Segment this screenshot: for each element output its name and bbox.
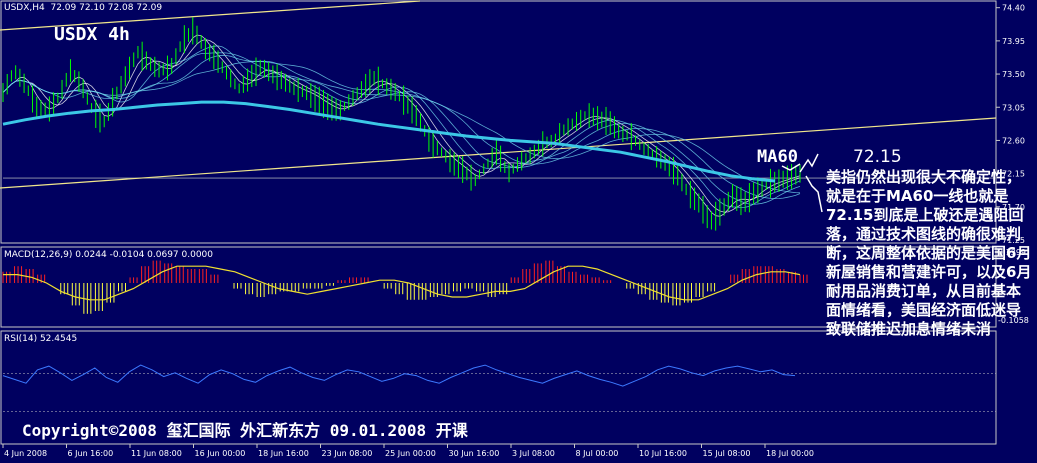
level-label: 72.15	[853, 147, 902, 167]
price-tick-label: 73.05	[1002, 103, 1025, 112]
x-tick-label: 25 Jun 00:00	[385, 449, 436, 458]
price-pane	[0, 0, 997, 244]
x-tick-label: 16 Jun 00:00	[195, 449, 246, 458]
copyright-text: Copyright©2008 玺汇国际 外汇新东方 09.01.2008 开课	[22, 421, 468, 440]
ma60-pointer	[781, 163, 801, 171]
price-tick-label: 74.40	[1002, 4, 1025, 13]
price-tick-label: 71.70	[1002, 203, 1025, 212]
ma-ribbon-line	[2, 39, 801, 213]
x-tick-label: 8 Jul 00:00	[576, 449, 619, 458]
ma60-label: MA60	[757, 147, 798, 167]
x-tick-label: 6 Jun 16:00	[68, 449, 114, 458]
macd-scale-top: 0.1399	[998, 248, 1026, 257]
x-tick-label: 10 Jul 16:00	[639, 449, 687, 458]
ma-ribbon-line	[2, 45, 801, 208]
x-tick-label: 11 Jun 08:00	[131, 449, 182, 458]
x-tick-label: 18 Jun 16:00	[258, 449, 309, 458]
ma-ribbon-line	[2, 61, 801, 194]
pullback-arrow	[805, 175, 823, 213]
x-tick-label: 4 Jun 2008	[4, 449, 47, 458]
x-tick-label: 23 Jun 08:00	[322, 449, 373, 458]
symbol-header: USDX,H4 72.09 72.10 72.08 72.09	[4, 3, 163, 13]
channel-lower-line	[0, 117, 997, 189]
rsi-line	[2, 364, 796, 387]
macd-signal-line	[3, 265, 801, 301]
macd-pane	[0, 246, 997, 328]
channel-upper-line	[0, 0, 421, 31]
macd-scale-bottom: -0.1058	[998, 316, 1029, 325]
macd-label: MACD(12,26,9) 0.0244 -0.0104 0.0697 0.00…	[4, 250, 214, 260]
rsi-pane	[0, 330, 997, 445]
x-tick-label: 18 Jul 00:00	[766, 449, 814, 458]
price-tick-label: 71.25	[1002, 236, 1025, 245]
chart-title: USDX 4h	[54, 24, 130, 45]
breakout-arrow	[799, 153, 819, 173]
rsi-label: RSI(14) 52.4545	[4, 334, 78, 344]
price-tick-label: 72.60	[1002, 136, 1025, 145]
x-tick-label: 30 Jun 16:00	[449, 449, 500, 458]
price-tick-label: 73.95	[1002, 37, 1025, 46]
x-tick-label: 3 Jul 08:00	[512, 449, 555, 458]
x-tick-label: 15 Jul 08:00	[703, 449, 751, 458]
price-tick-label: 73.50	[1002, 70, 1025, 79]
commentary-text: 美指仍然出现很大不确定性，就是在于MA60一线也就是72.15到底是上破还是遇阻…	[826, 168, 1032, 338]
ma60-line	[2, 100, 776, 183]
price-tick-label: 72.15	[1002, 170, 1025, 179]
